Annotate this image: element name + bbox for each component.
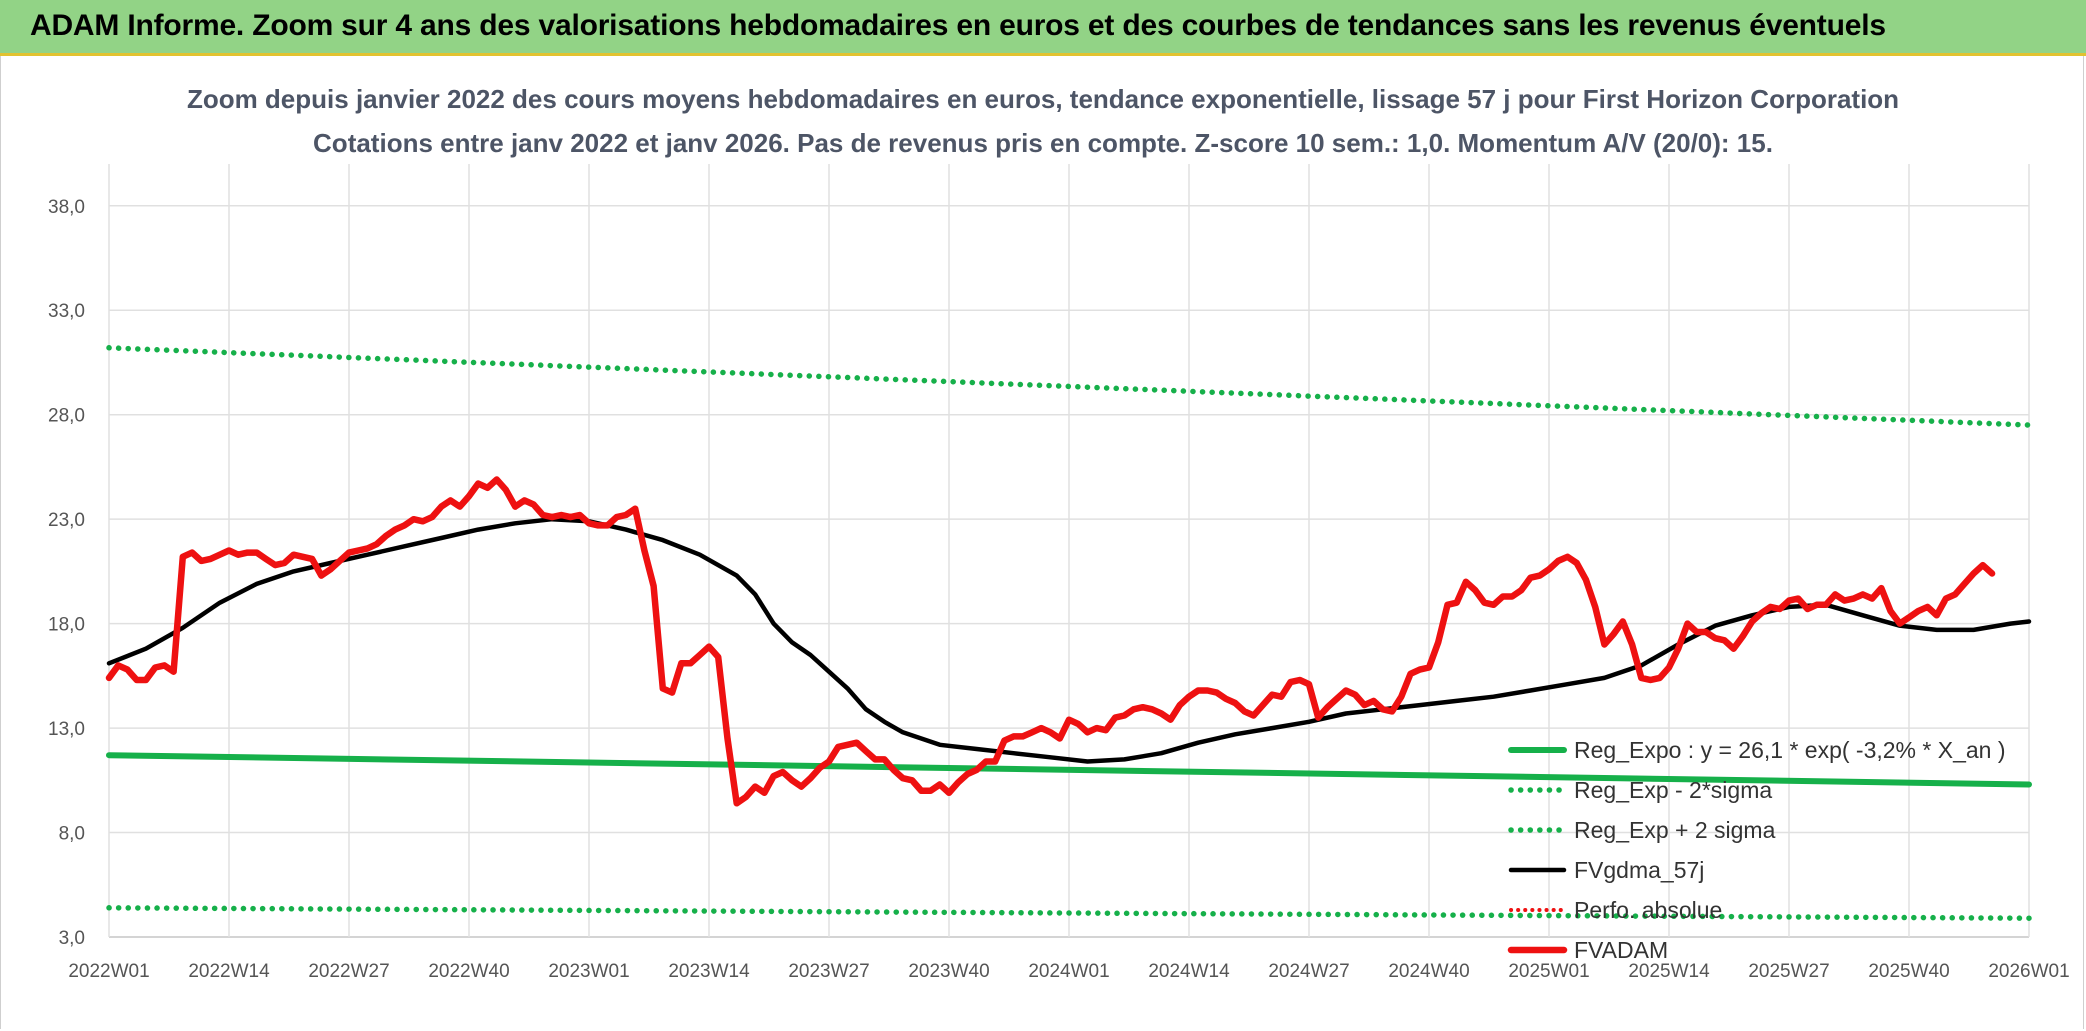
- chart-title-line-2: Cotations entre janv 2022 et janv 2026. …: [313, 128, 1773, 158]
- x-tick-label: 2025W40: [1868, 961, 1949, 982]
- y-tick-label: 13,0: [48, 719, 85, 740]
- data-series: [105, 345, 2032, 921]
- y-tick-label: 28,0: [48, 406, 85, 427]
- x-tick-label: 2026W01: [1988, 961, 2069, 982]
- x-tick-label: 2023W40: [908, 961, 989, 982]
- report-banner-title: ADAM Informe. Zoom sur 4 ans des valoris…: [30, 9, 1886, 42]
- x-tick-label: 2022W27: [308, 961, 389, 982]
- chart-area: Zoom depuis janvier 2022 des cours moyen…: [0, 56, 2084, 1029]
- x-tick-label: 2022W40: [428, 961, 509, 982]
- x-tick-label: 2023W01: [548, 961, 629, 982]
- series-line-solid-black: [106, 516, 2032, 764]
- x-tick-label: 2022W01: [68, 961, 149, 982]
- x-tick-label: 2025W01: [1508, 961, 1589, 982]
- x-tick-label: 2023W14: [668, 961, 750, 982]
- y-tick-label: 23,0: [48, 510, 85, 531]
- legend-label: Reg_Exp - 2*sigma: [1574, 777, 1772, 803]
- y-tick-label: 3,0: [59, 928, 85, 949]
- y-tick-label: 8,0: [59, 824, 85, 845]
- line-chart: Zoom depuis janvier 2022 des cours moyen…: [48, 84, 2070, 982]
- x-tick-label: 2024W27: [1268, 961, 1349, 982]
- series-line-dotted-green: [106, 905, 2032, 921]
- y-tick-label: 18,0: [48, 615, 85, 636]
- x-tick-label: 2025W27: [1748, 961, 1829, 982]
- legend-label: Perfo. absolue: [1574, 897, 1722, 923]
- series-line-dotted-green: [106, 345, 2032, 428]
- x-tick-label: 2024W01: [1028, 961, 1109, 982]
- x-tick-label: 2022W14: [188, 961, 270, 982]
- x-tick-label: 2024W14: [1148, 961, 1230, 982]
- legend-label: Reg_Exp + 2 sigma: [1574, 817, 1776, 843]
- y-axis-ticks: 3,0 8,0 13,0 18,0 23,0 28,0 33,0 38,0: [48, 197, 85, 949]
- legend-label: FVgdma_57j: [1574, 857, 1704, 883]
- grid-lines: [108, 164, 2030, 938]
- x-tick-label: 2024W40: [1388, 961, 1469, 982]
- chart-legend: Reg_Expo : y = 26,1 * exp( -3,2% * X_an …: [1507, 737, 2006, 963]
- y-tick-label: 38,0: [48, 197, 85, 218]
- x-tick-label: 2025W14: [1628, 961, 1710, 982]
- legend-label: FVADAM: [1574, 937, 1668, 963]
- report-banner: ADAM Informe. Zoom sur 4 ans des valoris…: [0, 0, 2086, 56]
- legend-label: Reg_Expo : y = 26,1 * exp( -3,2% * X_an …: [1574, 737, 2006, 763]
- x-tick-label: 2023W27: [788, 961, 869, 982]
- y-tick-label: 33,0: [48, 301, 85, 322]
- series-line-solid-red: [105, 476, 1996, 807]
- x-axis-ticks: 2022W01 2022W14 2022W27 2022W40 2023W01 2023W…: [68, 961, 2069, 982]
- series-line-solid-green: [106, 752, 2032, 788]
- chart-title-line-1: Zoom depuis janvier 2022 des cours moyen…: [187, 84, 1899, 114]
